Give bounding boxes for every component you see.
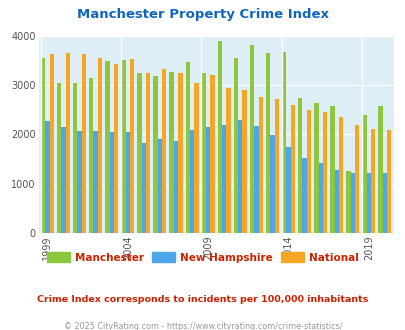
Bar — [281, 51, 286, 233]
Bar — [121, 60, 125, 233]
Bar — [125, 132, 130, 233]
Bar — [81, 54, 86, 233]
Legend: Manchester, New Hampshire, National: Manchester, New Hampshire, National — [43, 248, 362, 267]
Bar — [338, 117, 342, 233]
Bar — [73, 83, 77, 233]
Bar — [178, 73, 182, 233]
Text: Crime Index corresponds to incidents per 100,000 inhabitants: Crime Index corresponds to incidents per… — [37, 295, 368, 304]
Bar — [322, 112, 326, 233]
Bar — [141, 143, 146, 233]
Bar — [194, 83, 198, 233]
Bar — [258, 97, 262, 233]
Bar — [313, 103, 318, 233]
Bar — [362, 115, 366, 233]
Bar — [265, 53, 270, 233]
Bar — [61, 127, 66, 233]
Bar — [201, 73, 205, 233]
Bar — [382, 173, 386, 233]
Bar — [217, 41, 222, 233]
Bar — [153, 76, 158, 233]
Bar — [210, 75, 214, 233]
Bar — [370, 129, 375, 233]
Bar — [93, 131, 98, 233]
Bar — [290, 105, 294, 233]
Bar — [190, 130, 194, 233]
Bar — [354, 125, 358, 233]
Bar — [286, 147, 290, 233]
Bar — [270, 135, 274, 233]
Bar — [130, 59, 134, 233]
Bar — [185, 62, 190, 233]
Bar — [45, 121, 49, 233]
Bar — [162, 69, 166, 233]
Bar — [158, 139, 162, 233]
Bar — [205, 127, 210, 233]
Bar — [233, 58, 238, 233]
Bar — [109, 132, 113, 233]
Bar — [89, 78, 93, 233]
Bar — [238, 120, 242, 233]
Bar — [297, 98, 302, 233]
Bar — [334, 170, 338, 233]
Bar — [345, 171, 350, 233]
Bar — [254, 126, 258, 233]
Bar — [57, 83, 61, 233]
Bar — [274, 99, 278, 233]
Text: © 2025 CityRating.com - https://www.cityrating.com/crime-statistics/: © 2025 CityRating.com - https://www.city… — [64, 322, 341, 330]
Bar — [77, 131, 81, 233]
Bar — [386, 130, 390, 233]
Bar — [173, 141, 178, 233]
Bar — [302, 158, 306, 233]
Bar — [329, 106, 334, 233]
Bar — [350, 173, 354, 233]
Bar — [242, 90, 246, 233]
Bar — [318, 163, 322, 233]
Bar — [49, 54, 54, 233]
Bar — [66, 53, 70, 233]
Bar — [105, 61, 109, 233]
Bar — [377, 106, 382, 233]
Bar — [113, 64, 118, 233]
Bar — [98, 58, 102, 233]
Bar — [226, 88, 230, 233]
Bar — [222, 125, 226, 233]
Bar — [137, 73, 141, 233]
Bar — [249, 45, 254, 233]
Bar — [146, 73, 150, 233]
Bar — [41, 58, 45, 233]
Bar — [306, 111, 310, 233]
Bar — [169, 72, 173, 233]
Bar — [366, 173, 370, 233]
Text: Manchester Property Crime Index: Manchester Property Crime Index — [77, 8, 328, 21]
